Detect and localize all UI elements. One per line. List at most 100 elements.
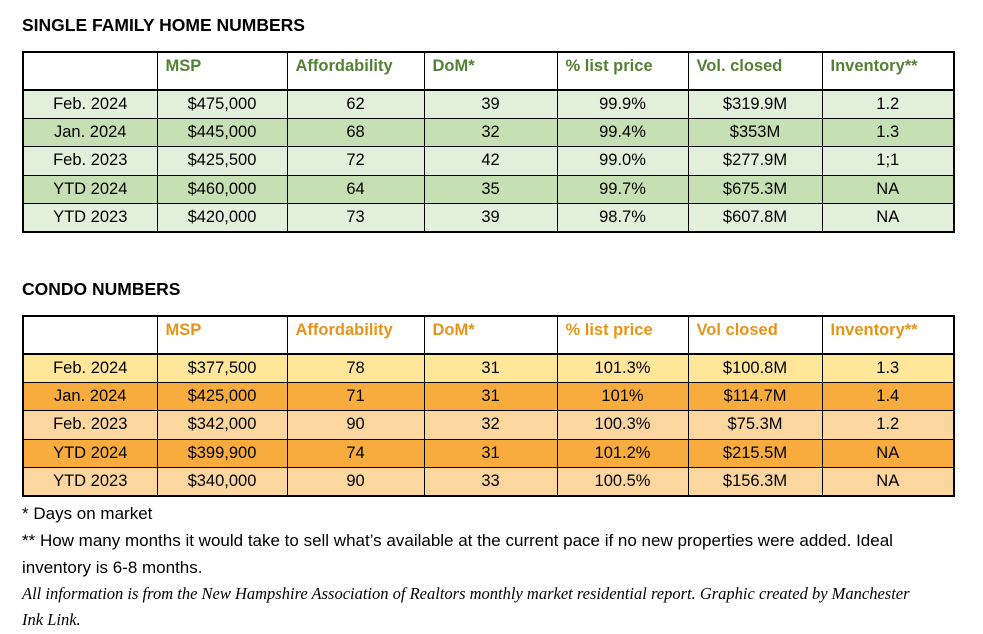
- row-label-cell: Feb. 2024: [22, 353, 158, 383]
- table-cell: $277.9M: [687, 146, 823, 176]
- table-cell: $340,000: [156, 467, 288, 497]
- table-cell: $420,000: [156, 203, 288, 233]
- row-label-cell: Jan. 2024: [22, 381, 158, 412]
- table-cell: $445,000: [156, 117, 288, 148]
- table-row: Feb. 2024 $377,500 78 31 101.3% $100.8M 1.3: [22, 353, 955, 383]
- single-family-section: SINGLE FAMILY HOME NUMBERS MSP Affordabil…: [22, 13, 961, 233]
- row-label-cell: YTD 2024: [22, 174, 158, 205]
- table-cell: $215.5M: [687, 438, 823, 469]
- table-cell: 90: [286, 410, 425, 440]
- column-header: Inventory**: [821, 51, 955, 91]
- table-cell: 32: [423, 410, 558, 440]
- single-family-table-header: MSP Affordability DoM*% list price Vol. clo…: [22, 51, 955, 91]
- footnote-inventory-definition: ** How many months it would take to sell…: [22, 530, 893, 577]
- table-cell: 39: [423, 203, 558, 233]
- table-cell: 1;1: [821, 146, 955, 176]
- table-row: Feb. 2023 $425,500 72 42 99.0% $277.9M 1;1: [22, 146, 955, 176]
- table-cell: NA: [821, 203, 955, 233]
- table-cell: 90: [286, 467, 425, 497]
- table-cell: $100.8M: [687, 353, 823, 383]
- table-cell: 1.4: [821, 381, 955, 412]
- row-label-cell: Jan. 2024: [22, 117, 158, 148]
- table-header-row: MSP Affordability DoM*% list price Vol. clo…: [22, 51, 955, 91]
- table-cell: $377,500: [156, 353, 288, 383]
- row-label-cell: Feb. 2024: [22, 89, 158, 119]
- table-cell: 98.7%: [556, 203, 689, 233]
- column-header: Affordability: [286, 51, 425, 91]
- table-cell: 100.3%: [556, 410, 689, 440]
- attribution-note: All information is from the New Hampshir…: [22, 583, 910, 630]
- table-cell: 39: [423, 89, 558, 119]
- table-cell: 72: [286, 146, 425, 176]
- table-cell: 99.4%: [556, 117, 689, 148]
- condo-table-header: MSP Affordability DoM*% list price Vol clos…: [22, 315, 955, 355]
- column-header: DoM*: [423, 315, 558, 355]
- column-header: Vol closed: [687, 315, 823, 355]
- table-row: Jan. 2024 $445,000 68 32 99.4% $353M 1.3: [22, 117, 955, 148]
- table-cell: 101.3%: [556, 353, 689, 383]
- table-cell: $425,000: [156, 381, 288, 412]
- table-cell: 1.3: [821, 117, 955, 148]
- table-cell: 101%: [556, 381, 689, 412]
- table-cell: 1.3: [821, 353, 955, 383]
- single-family-table-body: Feb. 2024 $475,000 62 39 99.9% $319.9M 1.2 Jan.…: [22, 89, 955, 233]
- column-header: % list price: [556, 51, 689, 91]
- table-cell: 62: [286, 89, 425, 119]
- single-family-section-title: SINGLE FAMILY HOME NUMBERS: [22, 15, 305, 35]
- table-cell: 78: [286, 353, 425, 383]
- table-cell: $425,500: [156, 146, 288, 176]
- table-cell: 100.5%: [556, 467, 689, 497]
- table-cell: $675.3M: [687, 174, 823, 205]
- single-family-table: MSP Affordability DoM*% list price Vol. clo…: [22, 51, 955, 233]
- table-cell: $399,900: [156, 438, 288, 469]
- table-cell: $475,000: [156, 89, 288, 119]
- table-row: YTD 2023 $420,000 73 39 98.7% $607.8M NA: [22, 203, 955, 233]
- footnotes: * Days on market ** How many months it w…: [22, 500, 928, 634]
- table-cell: 64: [286, 174, 425, 205]
- column-header-empty: [22, 51, 158, 91]
- condo-table-body: Feb. 2024 $377,500 78 31 101.3% $100.8M 1.3 Jan…: [22, 353, 955, 497]
- table-header-row: MSP Affordability DoM*% list price Vol clos…: [22, 315, 955, 355]
- table-cell: 99.7%: [556, 174, 689, 205]
- table-row: YTD 2023 $340,000 90 33 100.5% $156.3M NA: [22, 467, 955, 497]
- column-header: Affordability: [286, 315, 425, 355]
- column-header: MSP: [156, 315, 288, 355]
- table-cell: NA: [821, 174, 955, 205]
- row-label-cell: Feb. 2023: [22, 146, 158, 176]
- table-cell: 99.9%: [556, 89, 689, 119]
- table-cell: $114.7M: [687, 381, 823, 412]
- table-cell: NA: [821, 438, 955, 469]
- table-cell: 1.2: [821, 89, 955, 119]
- row-label-cell: YTD 2023: [22, 203, 158, 233]
- table-cell: 73: [286, 203, 425, 233]
- table-cell: 74: [286, 438, 425, 469]
- table-cell: 35: [423, 174, 558, 205]
- column-header: Vol. closed: [687, 51, 823, 91]
- table-cell: $342,000: [156, 410, 288, 440]
- column-header: MSP: [156, 51, 288, 91]
- table-cell: 42: [423, 146, 558, 176]
- table-cell: 31: [423, 381, 558, 412]
- table-cell: $319.9M: [687, 89, 823, 119]
- table-cell: 31: [423, 438, 558, 469]
- table-cell: 1.2: [821, 410, 955, 440]
- table-row: YTD 2024 $399,900 74 31 101.2% $215.5M NA: [22, 438, 955, 469]
- footnote-days-on-market: * Days on market: [22, 503, 153, 523]
- condo-section-title: CONDO NUMBERS: [22, 278, 181, 299]
- table-cell: 31: [423, 353, 558, 383]
- table-cell: 68: [286, 117, 425, 148]
- table-cell: $353M: [687, 117, 823, 148]
- table-row: Jan. 2024 $425,000 71 31 101% $114.7M 1.4: [22, 381, 955, 412]
- row-label-cell: Feb. 2023: [22, 410, 158, 440]
- table-cell: $156.3M: [687, 467, 823, 497]
- table-cell: NA: [821, 467, 955, 497]
- condo-section: CONDO NUMBERS MSP Affordability DoM*% list…: [22, 277, 961, 497]
- condo-table: MSP Affordability DoM*% list price Vol clos…: [22, 314, 955, 497]
- table-cell: 32: [423, 117, 558, 148]
- column-header: % list price: [556, 315, 689, 355]
- column-header-empty: [22, 315, 158, 355]
- table-row: Feb. 2023 $342,000 90 32 100.3% $75.3M 1.2: [22, 410, 955, 440]
- table-cell: $460,000: [156, 174, 288, 205]
- table-row: Feb. 2024 $475,000 62 39 99.9% $319.9M 1.2: [22, 89, 955, 119]
